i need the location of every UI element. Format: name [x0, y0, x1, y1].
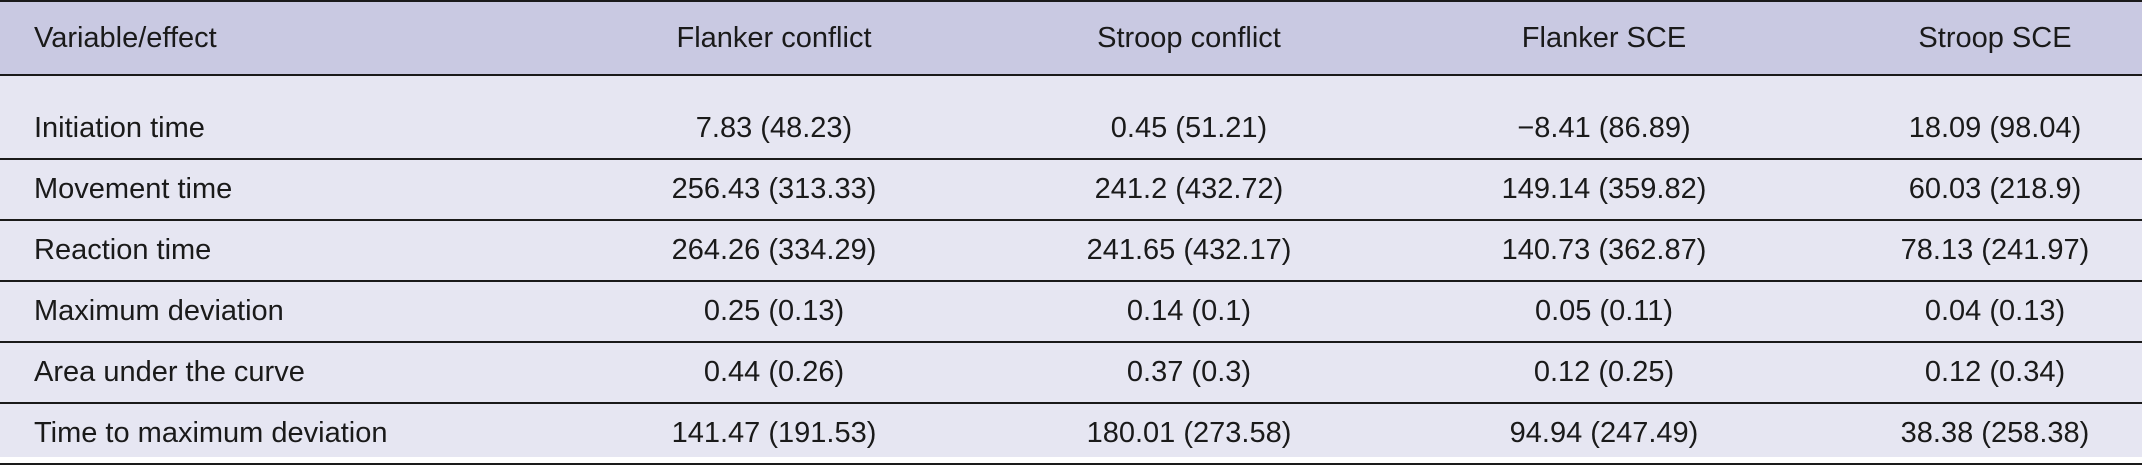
cell-value: 141.47 (191.53)	[564, 403, 984, 465]
row-label: Initiation time	[0, 75, 564, 160]
row-label: Area under the curve	[0, 342, 564, 404]
table-row: Area under the curve 0.44 (0.26) 0.37 (0…	[0, 342, 2142, 404]
cell-value: 60.03 (218.9)	[1814, 159, 2142, 221]
cell-value: 0.12 (0.25)	[1394, 342, 1814, 404]
header-flanker-conflict: Flanker conflict	[564, 0, 984, 76]
cell-value: 0.37 (0.3)	[984, 342, 1394, 404]
cell-value: 241.65 (432.17)	[984, 220, 1394, 282]
table-row: Time to maximum deviation 141.47 (191.53…	[0, 403, 2142, 465]
cell-value: 0.12 (0.34)	[1814, 342, 2142, 404]
cell-value: 149.14 (359.82)	[1394, 159, 1814, 221]
cell-value: 0.04 (0.13)	[1814, 281, 2142, 343]
cell-value: 0.44 (0.26)	[564, 342, 984, 404]
cell-value: 18.09 (98.04)	[1814, 75, 2142, 160]
cell-value: −8.41 (86.89)	[1394, 75, 1814, 160]
cell-value: 0.14 (0.1)	[984, 281, 1394, 343]
cell-value: 7.83 (48.23)	[564, 75, 984, 160]
header-stroop-conflict: Stroop conflict	[984, 0, 1394, 76]
header-flanker-sce: Flanker SCE	[1394, 0, 1814, 76]
cell-value: 264.26 (334.29)	[564, 220, 984, 282]
row-label: Reaction time	[0, 220, 564, 282]
cell-value: 0.45 (51.21)	[984, 75, 1394, 160]
cell-value: 241.2 (432.72)	[984, 159, 1394, 221]
header-stroop-sce: Stroop SCE	[1814, 0, 2142, 76]
cell-value: 0.05 (0.11)	[1394, 281, 1814, 343]
cell-value: 78.13 (241.97)	[1814, 220, 2142, 282]
cell-value: 38.38 (258.38)	[1814, 403, 2142, 465]
cell-value: 94.94 (247.49)	[1394, 403, 1814, 465]
table-header-row: Variable/effect Flanker conflict Stroop …	[0, 0, 2142, 76]
cell-value: 140.73 (362.87)	[1394, 220, 1814, 282]
table-row: Initiation time 7.83 (48.23) 0.45 (51.21…	[0, 75, 2142, 160]
header-variable-effect: Variable/effect	[0, 0, 564, 76]
row-label: Movement time	[0, 159, 564, 221]
table-row: Movement time 256.43 (313.33) 241.2 (432…	[0, 159, 2142, 221]
table-row: Maximum deviation 0.25 (0.13) 0.14 (0.1)…	[0, 281, 2142, 343]
cell-value: 256.43 (313.33)	[564, 159, 984, 221]
table-row: Reaction time 264.26 (334.29) 241.65 (43…	[0, 220, 2142, 282]
row-label: Maximum deviation	[0, 281, 564, 343]
row-label: Time to maximum deviation	[0, 403, 564, 465]
cell-value: 0.25 (0.13)	[564, 281, 984, 343]
cell-value: 180.01 (273.58)	[984, 403, 1394, 465]
